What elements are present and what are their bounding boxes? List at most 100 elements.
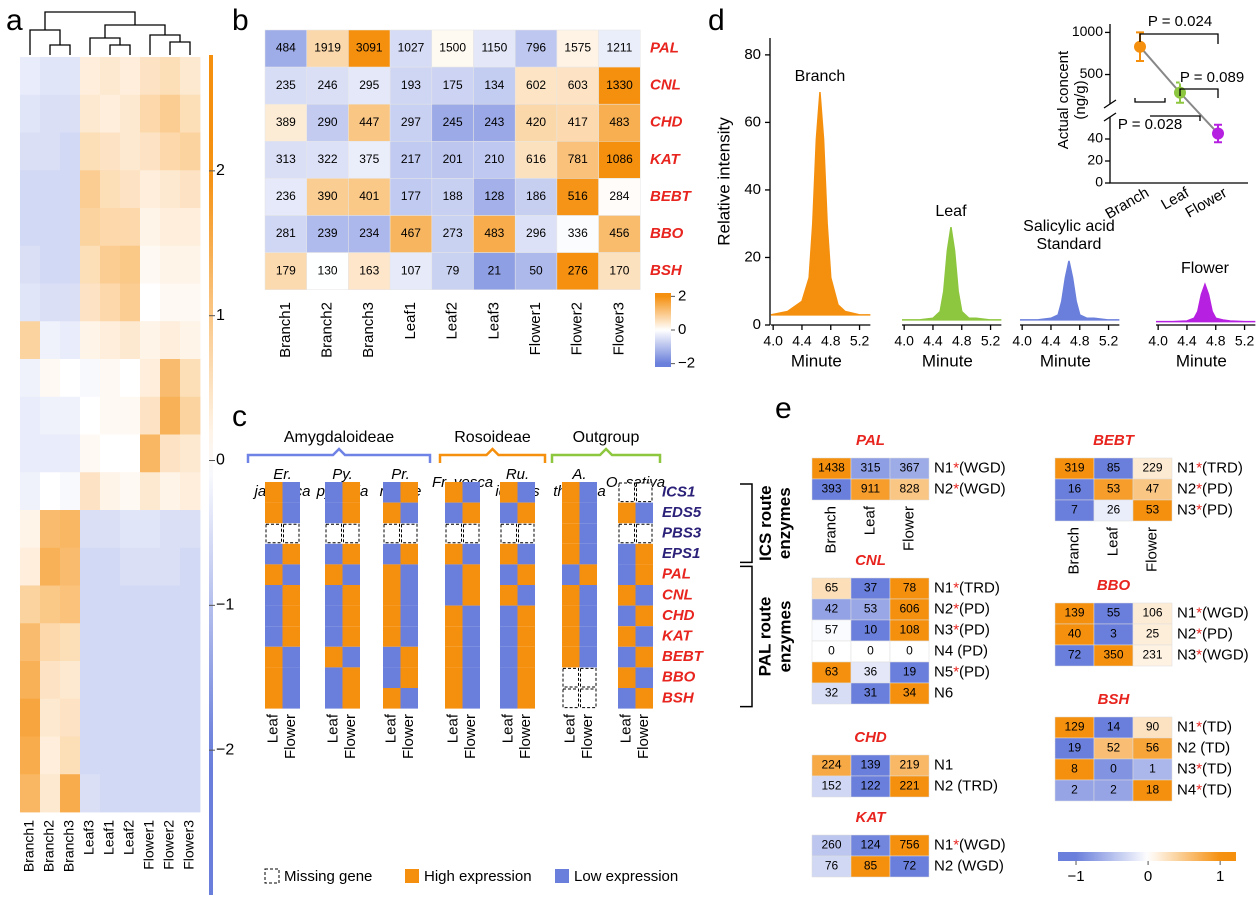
cell-value: 50 <box>529 263 543 277</box>
presence-cell <box>325 502 343 524</box>
cell-value: 85 <box>1107 461 1121 475</box>
row-label-name: N2 <box>1177 625 1196 642</box>
cell-value: 315 <box>860 461 880 475</box>
heat-cell <box>160 245 181 284</box>
gene-label: EPS1 <box>662 545 700 562</box>
heat-cell <box>40 170 61 209</box>
row-label: N1 <box>934 756 953 773</box>
cell-value: 2 <box>1110 783 1117 797</box>
presence-cell <box>618 667 636 688</box>
presence-cell <box>383 646 401 668</box>
heat-cell <box>389 215 433 253</box>
row-label-note: (TRD) <box>957 777 998 794</box>
presence-cell <box>282 585 300 606</box>
gene-label: CNL <box>662 586 693 603</box>
heat-cell <box>100 510 121 549</box>
presence-cell <box>325 688 343 709</box>
y-tick-label: 20 <box>1087 152 1103 168</box>
cell-value: 210 <box>484 152 504 166</box>
heat-cell <box>60 547 81 586</box>
heat-cell <box>60 321 81 360</box>
heat-cell <box>120 359 141 398</box>
cell-value: 221 <box>899 779 919 793</box>
heat-cell <box>348 141 391 179</box>
legend-label: Low expression <box>574 868 678 885</box>
cell-value: 336 <box>568 226 588 240</box>
heat-cell <box>160 736 181 775</box>
route-label-box: PAL route enzymes <box>755 597 794 677</box>
column-label: Leaf <box>383 713 400 743</box>
cell-value: 296 <box>526 226 546 240</box>
heat-cell <box>80 585 101 624</box>
row-label-name: N6 <box>934 684 953 701</box>
series-label: Branch <box>794 67 846 85</box>
presence-cell <box>579 543 597 565</box>
presence-cell <box>383 688 401 709</box>
column-label: Flower <box>579 714 596 759</box>
cell-value: 175 <box>443 78 463 92</box>
point <box>1212 127 1224 140</box>
cell-value: 401 <box>359 189 379 203</box>
presence-cell <box>500 688 518 709</box>
row-label: N6 <box>934 684 953 701</box>
heat-cell <box>100 661 121 700</box>
missing-cell <box>636 482 653 503</box>
legend-label: Missing gene <box>284 868 372 885</box>
x-tick-label: 4.0 <box>1012 333 1032 349</box>
presence-cell <box>325 667 343 688</box>
cell-value: 245 <box>443 115 463 129</box>
column-label: Flower2 <box>161 820 177 870</box>
heat-cell <box>60 57 81 96</box>
cell-value: 26 <box>1107 503 1121 517</box>
heat-cell <box>160 94 181 133</box>
cell-value: 129 <box>1064 720 1084 734</box>
heat-cell <box>20 283 41 322</box>
colorbar-tick-label: 0 <box>678 321 686 338</box>
heat-cell <box>264 29 307 68</box>
heat-cell <box>598 66 641 105</box>
heat-cell <box>60 132 81 171</box>
presence-cell <box>282 605 300 627</box>
heat-cell <box>598 178 641 216</box>
y-tick-label: 40 <box>744 181 761 198</box>
heat-cell <box>264 215 307 253</box>
missing-cell <box>580 667 597 688</box>
presence-cell <box>265 626 283 647</box>
heat-cell <box>20 623 41 662</box>
presence-cell <box>445 585 463 606</box>
row-label-mark: * <box>1196 625 1202 642</box>
series-label-box: Salicylic acid Standard <box>1023 218 1115 253</box>
presence-cell <box>265 564 283 585</box>
row-label-note: (WGD) <box>959 480 1006 497</box>
presence-cell <box>562 646 580 668</box>
y-tick-label: 0 <box>1095 174 1103 190</box>
heat-cell <box>1132 779 1173 802</box>
presence-cell <box>325 564 343 585</box>
heat-cell <box>160 132 181 171</box>
presence-cell <box>579 502 597 524</box>
y-tick-label: 500 <box>1080 65 1104 81</box>
column-label: Leaf <box>562 713 579 743</box>
heat-cell <box>160 698 181 737</box>
cell-value: 201 <box>443 152 463 166</box>
presence-cell <box>383 502 401 524</box>
row-label-note: (PD) <box>1202 625 1233 642</box>
heat-cell <box>180 245 201 284</box>
cell-value: 322 <box>318 152 338 166</box>
presence-cell <box>462 688 480 709</box>
presence-cell <box>325 646 343 668</box>
panel-label: d <box>708 4 725 37</box>
presence-cell <box>500 646 518 668</box>
route-label-box: ICS route enzymes <box>755 485 794 561</box>
heat-cell <box>40 623 61 662</box>
presence-cell <box>579 564 597 585</box>
heat-cell <box>264 103 307 142</box>
heat-cell <box>100 321 121 360</box>
heat-cell <box>160 434 181 473</box>
cell-value: 276 <box>568 263 588 277</box>
colorbar-tick-label: 1 <box>216 307 225 324</box>
heat-cell <box>180 661 201 700</box>
column-label: Branch <box>822 506 839 554</box>
heat-cell <box>556 103 599 142</box>
heat-cell <box>556 178 599 216</box>
